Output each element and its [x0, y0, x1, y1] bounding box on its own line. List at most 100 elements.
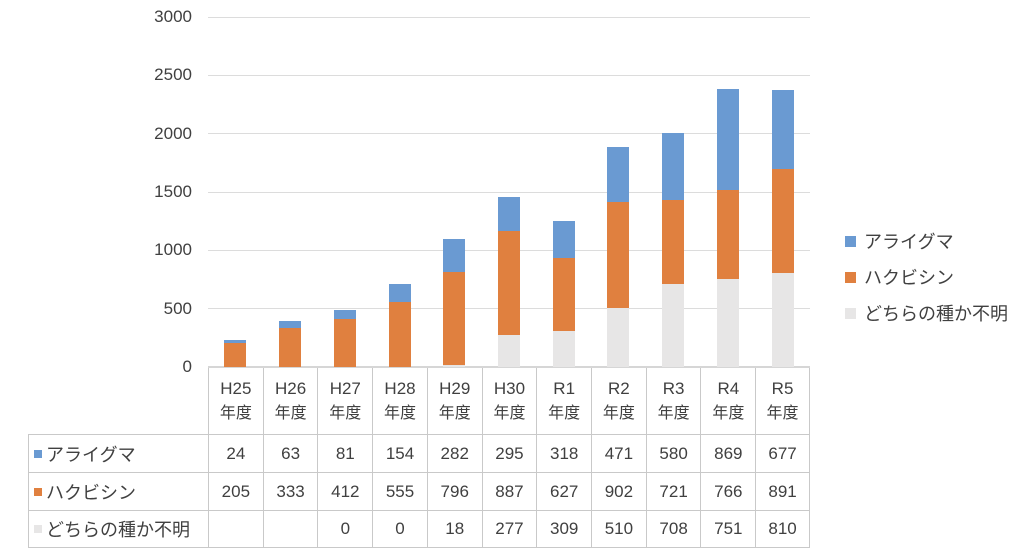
table-cell: 295	[481, 434, 537, 472]
legend-swatch-icon	[845, 235, 856, 247]
y-axis-tick-label: 1500	[154, 182, 192, 201]
table-cell: 580	[645, 434, 701, 472]
table-cell: 721	[645, 472, 701, 510]
category-suffix-label: 年度	[766, 405, 799, 422]
bar-segment	[771, 89, 794, 169]
legend-item-label: アライグマ	[864, 232, 954, 252]
bar-segment	[497, 231, 520, 335]
bar-segment	[662, 284, 685, 367]
bar-segment	[771, 168, 794, 273]
stacked-bar	[333, 309, 356, 367]
legend-key-icon	[34, 449, 42, 458]
bar-segment	[552, 330, 575, 367]
table-cell: 63	[262, 434, 318, 472]
table-cell: 282	[426, 434, 482, 472]
stacked-bar	[716, 88, 739, 367]
stacked-bar	[497, 196, 520, 367]
y-axis-tick-label: 1000	[154, 240, 192, 260]
category-suffix-label: 年度	[274, 405, 307, 422]
table-cell: 24	[208, 434, 263, 472]
x-axis-category-label: H28 年度	[372, 368, 427, 434]
bar-group-H26	[263, 17, 318, 367]
bar-group-R2	[591, 17, 646, 367]
bar-segment	[224, 343, 247, 367]
table-cell: 902	[591, 472, 646, 510]
bar-segment	[333, 309, 356, 319]
bar-group-H29	[427, 17, 482, 367]
table-row-label: どちらの種か不明	[28, 510, 208, 548]
table-cell: 277	[481, 510, 537, 548]
table-cell: 18	[426, 510, 482, 548]
stacked-bar	[443, 239, 466, 367]
table-cell: 309	[536, 510, 592, 548]
table-cell: 0	[372, 510, 427, 548]
bar-group-H28	[372, 17, 427, 367]
x-axis-category-label: H26 年度	[262, 368, 318, 434]
table-cell: 471	[591, 434, 646, 472]
legend-item: アライグマ	[845, 228, 1008, 254]
bar-segment	[333, 318, 356, 367]
table-cell: 869	[700, 434, 756, 472]
category-era-label: H30	[493, 379, 526, 398]
stacked-bar	[662, 132, 685, 367]
x-axis-category-label: H29 年度	[426, 368, 482, 434]
bar-segment	[388, 284, 411, 303]
bar-segment	[662, 200, 685, 285]
y-axis-tick-label: 2000	[154, 123, 192, 143]
category-suffix-label: 年度	[219, 405, 252, 422]
category-suffix-label: 年度	[548, 405, 581, 422]
category-suffix-label: 年度	[384, 405, 417, 422]
y-axis-tick-label: 2500	[154, 65, 192, 85]
legend: アライグマハクビシンどちらの種か不明	[845, 228, 1008, 336]
table-cell: 708	[645, 510, 701, 548]
table-cell: 751	[700, 510, 756, 548]
category-era-label: H27	[329, 379, 361, 398]
series-name-label: どちらの種か不明	[46, 520, 190, 540]
stacked-bar	[771, 89, 794, 367]
category-era-label: H28	[384, 379, 416, 398]
bar-segment	[716, 190, 739, 280]
x-axis-category-label: H27 年度	[317, 368, 372, 434]
y-axis-tick-label: 3000	[154, 7, 192, 26]
y-axis-tick-label: 500	[163, 298, 192, 318]
category-era-label: R1	[553, 379, 576, 398]
table-cell: 81	[317, 434, 373, 472]
table-cell: 205	[208, 472, 263, 510]
category-suffix-label: 年度	[712, 405, 745, 422]
category-suffix-label: 年度	[438, 405, 471, 422]
series-name-label: ハクビシン	[46, 482, 136, 503]
bar-group-R5	[755, 17, 810, 367]
bar-segment	[716, 88, 739, 191]
category-suffix-label: 年度	[602, 405, 635, 422]
bar-segment	[224, 340, 247, 344]
bar-group-R4	[701, 17, 756, 367]
bar-segment	[771, 272, 794, 367]
category-suffix-label: 年度	[329, 405, 362, 422]
bar-segment	[607, 202, 630, 308]
table-cell: 796	[426, 472, 482, 510]
legend-key-icon	[34, 487, 42, 496]
bar-segment	[279, 320, 302, 329]
legend-item: ハクビシン	[845, 264, 1008, 290]
legend-item: どちらの種か不明	[845, 300, 1008, 326]
table-cell	[208, 510, 263, 548]
table-row-label: ハクビシン	[28, 472, 208, 510]
bar-segment	[552, 257, 575, 331]
stacked-bar	[224, 340, 247, 367]
gridline	[208, 191, 810, 193]
table-cell: 766	[700, 472, 756, 510]
x-axis-line	[208, 366, 810, 368]
x-axis-category-label: R4 年度	[700, 368, 755, 434]
table-cell: 891	[755, 472, 810, 510]
table-cell	[262, 510, 318, 548]
plot-area	[208, 16, 810, 368]
table-row-label: アライグマ	[28, 434, 208, 472]
bar-segment	[443, 239, 466, 273]
table-cell: 510	[591, 510, 646, 548]
category-suffix-label: 年度	[657, 405, 690, 422]
category-era-label: R5	[771, 379, 794, 398]
bar-segment	[388, 302, 411, 367]
bar-group-H25	[208, 17, 263, 367]
category-era-label: R3	[662, 379, 685, 398]
bar-segment	[607, 147, 630, 203]
